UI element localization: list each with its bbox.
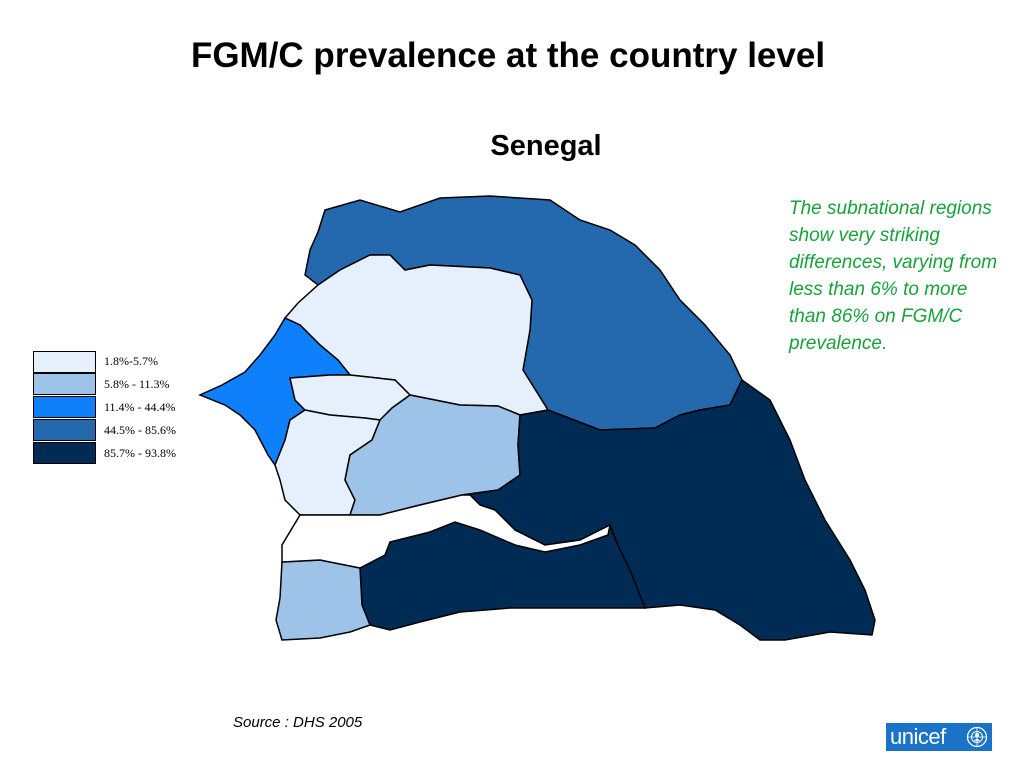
map-legend: 1.8%-5.7% 5.8% - 11.3% 11.4% - 44.4% 44.… [33,350,176,465]
source-note: Source : DHS 2005 [233,714,363,731]
unicef-logo: unicef [886,723,992,751]
legend-swatch [33,350,96,373]
legend-swatch [33,419,96,441]
legend-swatch [33,373,96,395]
legend-item: 11.4% - 44.4% [33,396,176,419]
legend-label: 11.4% - 44.4% [104,400,176,414]
legend-label: 1.8%-5.7% [104,354,158,368]
legend-item: 44.5% - 85.6% [33,419,176,442]
legend-item: 1.8%-5.7% [33,350,176,373]
map-title: Senegal [490,130,602,162]
annotation-note: The subnational regions show very striki… [789,198,998,354]
map-gambia [281,494,612,569]
legend-swatch [33,442,96,464]
legend-label: 44.5% - 85.6% [104,423,176,437]
legend-item: 85.7% - 93.8% [33,442,176,465]
legend-swatch [33,396,96,418]
slide-title: FGM/C prevalence at the country level [190,36,826,75]
logo-text: unicef [890,724,946,749]
legend-item: 5.8% - 11.3% [33,373,176,396]
legend-label: 85.7% - 93.8% [104,446,176,460]
map-region-ziguinchor [275,559,371,641]
legend-label: 5.8% - 11.3% [104,377,170,391]
unicef-emblem-icon [966,726,988,748]
